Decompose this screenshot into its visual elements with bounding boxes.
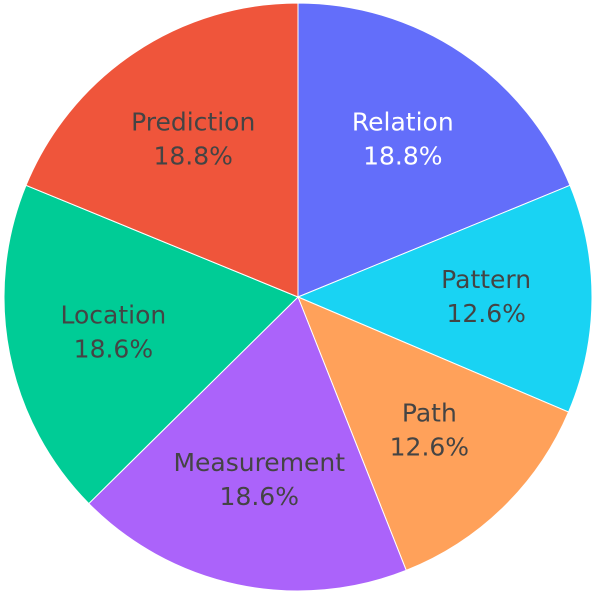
slice-percent-path: 12.6% [390, 433, 469, 462]
slice-label-relation: Relation [352, 108, 454, 137]
slice-percent-relation: 18.8% [363, 142, 442, 171]
pie-slice-measurement[interactable] [88, 296, 407, 592]
slice-label-pattern: Pattern [441, 265, 531, 294]
slice-percent-pattern: 12.6% [446, 299, 525, 328]
pie-slice-location[interactable] [3, 184, 299, 505]
slice-label-location: Location [61, 300, 167, 329]
pie-slice-prediction[interactable] [25, 2, 299, 298]
pie-slice-pattern[interactable] [296, 184, 593, 413]
slice-percent-prediction: 18.8% [154, 142, 233, 171]
slice-percent-measurement: 18.6% [220, 482, 299, 511]
slice-percent-location: 18.6% [74, 334, 153, 363]
pie-slices [3, 2, 593, 592]
pie-slice-relation[interactable] [297, 2, 571, 298]
slice-label-measurement: Measurement [173, 448, 345, 477]
pie-labels: Relation 18.8% Pattern 12.6% Path 12.6% Measur… [61, 108, 532, 511]
slice-label-prediction: Prediction [131, 108, 255, 137]
slice-label-path: Path [402, 399, 457, 428]
pie-slice-path[interactable] [297, 296, 570, 572]
